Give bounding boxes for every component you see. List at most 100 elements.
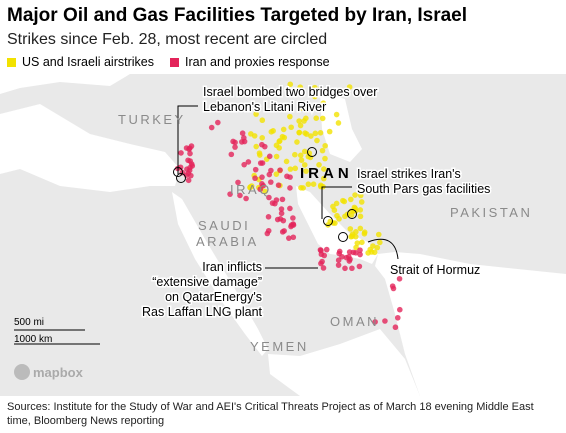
strike-dot <box>339 253 345 260</box>
strike-dot <box>243 195 249 202</box>
annotation: Israel bombed two bridges over <box>203 85 377 99</box>
strike-dot <box>325 222 331 228</box>
strike-dot <box>268 167 274 174</box>
strike-dot <box>273 153 280 160</box>
strike-dot <box>321 252 328 259</box>
strike-dot <box>232 144 238 150</box>
strike-dot <box>288 223 294 230</box>
strike-dot <box>326 128 333 135</box>
annotation: South Pars gas facilities <box>357 182 490 196</box>
strike-dot <box>287 185 293 191</box>
country-label: OMAN <box>330 314 379 329</box>
strike-dot <box>252 166 259 173</box>
strike-dot <box>314 137 320 144</box>
strike-dot <box>185 177 192 184</box>
strike-dot <box>253 111 259 117</box>
annotation: Ras Laffan LNG plant <box>142 305 263 319</box>
strike-dot <box>283 158 290 165</box>
strike-dot <box>252 175 258 182</box>
strike-dot <box>333 111 340 118</box>
strike-dot <box>279 229 286 235</box>
strike-dot <box>266 194 272 201</box>
strike-dot <box>305 181 312 188</box>
strike-dot <box>347 226 354 232</box>
strike-dot <box>375 231 382 238</box>
strike-dot <box>322 155 328 162</box>
strike-dot <box>357 213 364 220</box>
leader-line <box>321 186 352 219</box>
strike-dot <box>273 171 280 177</box>
strike-dot <box>287 81 294 88</box>
strike-dot <box>287 113 293 120</box>
strike-dot <box>287 205 293 212</box>
strike-dot <box>396 275 403 282</box>
strike-dot <box>290 234 297 241</box>
attribution: mapbox <box>33 365 84 380</box>
annotation: “extensive damage” <box>152 275 262 289</box>
strike-dot <box>335 120 342 126</box>
strike-dot <box>266 153 273 160</box>
subtitle: Strikes since Feb. 28, most recent are c… <box>7 31 328 48</box>
strike-dot <box>335 262 342 268</box>
strike-dot <box>312 93 318 100</box>
arabian-sea <box>375 252 566 396</box>
scale-label: 500 mi <box>14 317 44 328</box>
strike-dot <box>256 150 263 156</box>
strike-dot <box>318 260 324 267</box>
strike-dot <box>317 86 324 92</box>
strike-dot <box>292 165 299 172</box>
legend-swatch <box>7 58 16 67</box>
strike-dot <box>297 84 304 90</box>
strike-dot <box>245 159 252 165</box>
legend-item: Iran and proxies response <box>170 55 330 69</box>
strike-dot <box>268 129 275 135</box>
strike-dot <box>248 131 254 137</box>
strike-dot <box>316 162 322 168</box>
strike-dot <box>278 210 285 217</box>
strike-dot <box>322 142 328 149</box>
strike-dot <box>278 206 285 212</box>
strike-dot <box>279 196 286 203</box>
strike-dot <box>239 130 246 137</box>
strike-dot <box>253 143 260 150</box>
strike-dot <box>286 235 292 241</box>
strike-dot <box>377 239 383 246</box>
strike-dot <box>269 200 276 206</box>
country-label: TURKEY <box>118 112 186 127</box>
strike-dot <box>296 129 303 136</box>
strike-dot <box>228 151 235 158</box>
country-label: ARABIA <box>196 234 259 249</box>
strike-dot <box>320 265 327 271</box>
strike-dot <box>319 115 326 122</box>
strike-dot <box>321 166 327 172</box>
strike-dot <box>188 172 194 179</box>
strike-dot <box>257 186 264 193</box>
strike-dot <box>259 181 265 187</box>
strike-dot <box>357 247 363 253</box>
strike-dot <box>265 214 272 220</box>
strike-dot <box>394 314 401 321</box>
strike-dot <box>237 192 243 199</box>
annotation: Iran inflicts <box>202 260 262 274</box>
strike-dot <box>348 196 354 203</box>
mediterranean <box>0 104 180 192</box>
country-label: SAUDI <box>198 218 250 233</box>
strike-dot <box>275 182 282 189</box>
recent-circle <box>176 173 186 183</box>
strike-dot <box>303 168 309 174</box>
strike-dot <box>354 240 361 246</box>
strike-dot <box>301 118 307 124</box>
legend-swatch <box>170 58 179 67</box>
strike-dot <box>297 152 304 159</box>
black-sea <box>0 74 130 94</box>
strike-dot <box>336 248 343 255</box>
strike-dot <box>290 90 297 97</box>
strike-dot <box>280 126 287 133</box>
strike-dot <box>357 192 364 199</box>
strike-dot <box>262 188 268 195</box>
strike-dot <box>215 119 221 126</box>
strike-dot <box>259 117 266 124</box>
strike-dot <box>342 265 348 272</box>
title: Major Oil and Gas Facilities Targeted by… <box>7 5 468 26</box>
